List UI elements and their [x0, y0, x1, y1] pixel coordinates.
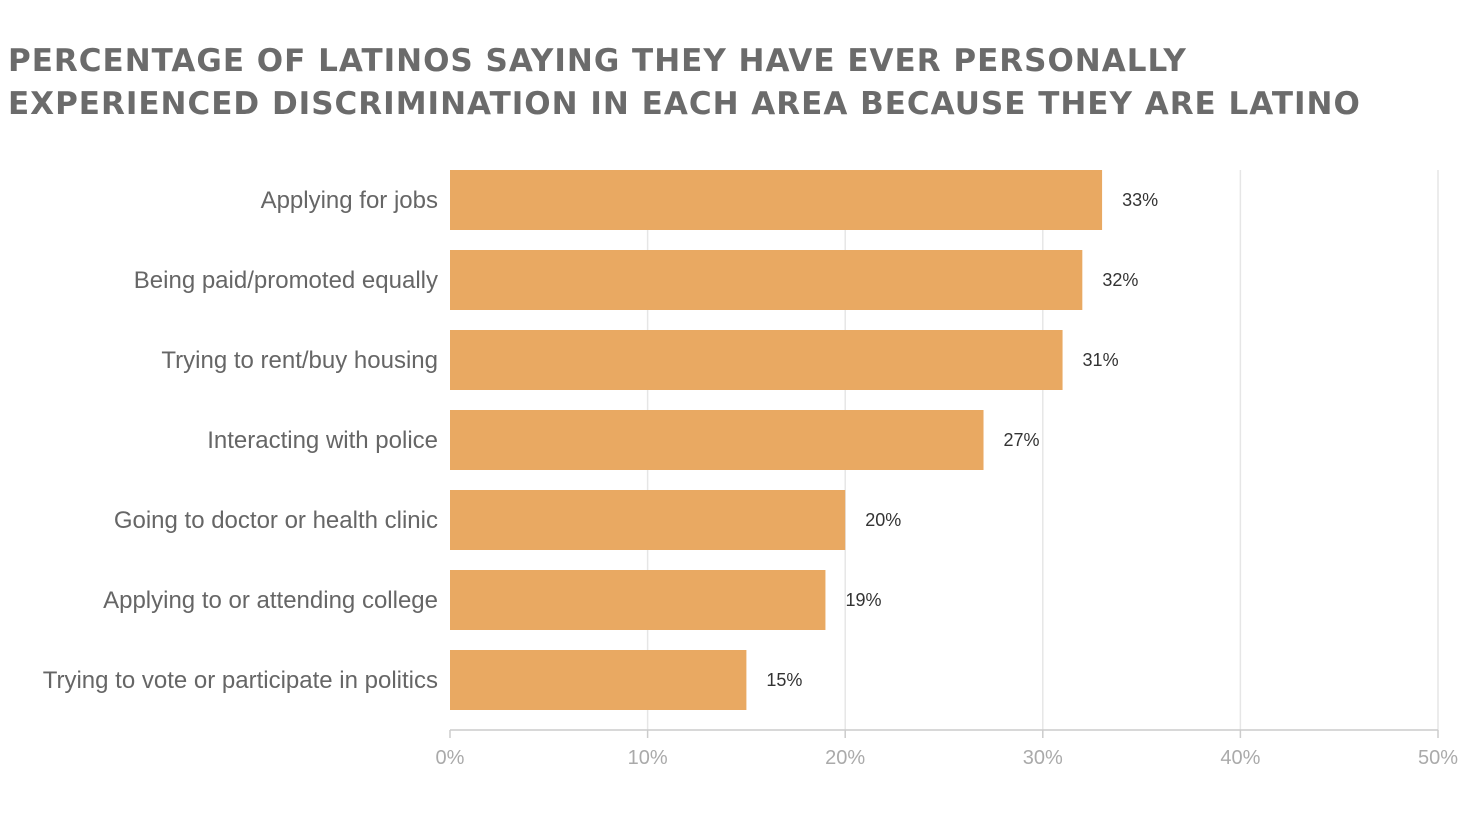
bar-3 — [450, 330, 1063, 390]
category-label-6: Applying to or attending college — [103, 587, 438, 614]
value-label-1: 33% — [1122, 190, 1158, 210]
bar-2 — [450, 250, 1083, 310]
category-label-5: Going to doctor or health clinic — [114, 507, 438, 534]
x-tick-label-30: 30% — [1023, 747, 1063, 769]
bar-4 — [450, 410, 984, 470]
x-tick-label-50: 50% — [1418, 747, 1458, 769]
bar-7 — [450, 650, 747, 710]
labels: Applying for jobs 33% Being paid/promoted … — [43, 187, 1158, 694]
x-tick-label-20: 20% — [825, 747, 865, 769]
category-label-2: Being paid/promoted equally — [134, 267, 438, 294]
bar-1 — [450, 170, 1103, 230]
x-tick-label-40: 40% — [1220, 747, 1260, 769]
x-axis: 0% 10% 20% 30% 40% 50% — [436, 729, 1458, 769]
bars — [450, 170, 1103, 710]
category-label-1: Applying for jobs — [261, 187, 438, 214]
value-label-6: 19% — [845, 590, 881, 610]
x-tick-label-10: 10% — [628, 747, 668, 769]
value-label-4: 27% — [1004, 430, 1040, 450]
value-label-7: 15% — [766, 670, 802, 690]
category-label-4: Interacting with police — [207, 427, 438, 454]
value-label-2: 32% — [1102, 270, 1138, 290]
category-label-7: Trying to vote or participate in politic… — [43, 667, 438, 694]
x-tick-label-0: 0% — [436, 747, 465, 769]
category-label-3: Trying to rent/buy housing — [161, 347, 438, 374]
bar-6 — [450, 570, 826, 630]
value-label-3: 31% — [1083, 350, 1119, 370]
chart-title: PERCENTAGE OF LATINOS SAYING THEY HAVE E… — [8, 43, 1361, 122]
bar-5 — [450, 490, 846, 550]
value-label-5: 20% — [865, 510, 901, 530]
